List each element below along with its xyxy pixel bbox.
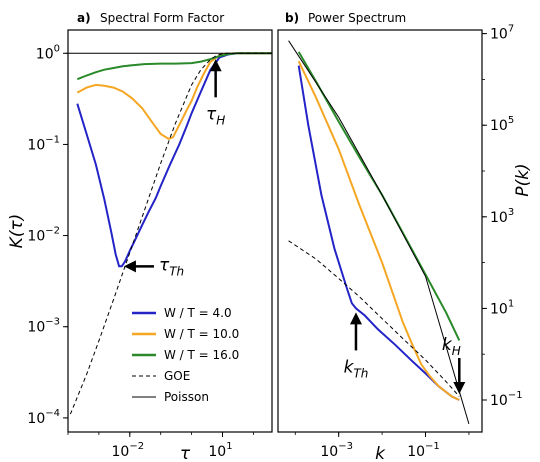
- panel-b-ylabel: P(k): [513, 163, 533, 196]
- panel-a-ytick-label: 10−1: [27, 134, 60, 153]
- legend-label-2: W / T = 16.0: [164, 348, 239, 362]
- panel-a-xtick-label: 101: [208, 441, 232, 460]
- panel-a-letter: a): [77, 11, 91, 25]
- panel-a-ytick-label: 10−3: [27, 317, 60, 336]
- panel-a-series-2-line: [76, 52, 272, 81]
- panel-b-annotation-0-arrowhead: [349, 312, 362, 325]
- panel-b-series-3-line: [288, 240, 460, 397]
- legend-label-1: W / T = 10.0: [164, 327, 239, 341]
- panel-b-ytick-label: 103: [490, 207, 514, 226]
- panel-b-ytick-label: 105: [490, 115, 514, 134]
- panel-a-title: Spectral Form Factor: [100, 11, 224, 25]
- panel-a: a) Spectral Form Factor 10010−110−210−31…: [7, 11, 273, 462]
- panel-a-annotation-1-arrowhead: [209, 59, 222, 72]
- panel-b-annotations: kTh kH: [344, 312, 466, 394]
- panel-b-xlabel: k: [375, 444, 386, 462]
- panel-b-ytick-label: 107: [490, 24, 514, 43]
- panel-b-annotation-1-label: kH: [442, 335, 461, 358]
- panel-a-annotation-0-label: τTh: [159, 255, 184, 278]
- panel-a-xlabel: τ: [180, 444, 191, 462]
- panel-b-ticks: 107 105 103 101 10−1 10−3 10−1: [294, 24, 523, 460]
- panel-a-ytick-label: 10−2: [27, 226, 60, 245]
- panel-a-ytick-label: 10−4: [27, 408, 60, 427]
- panel-b-title: Power Spectrum: [308, 11, 406, 25]
- panel-a-ticks: 100 10−1 10−2 10−3 10−4 10−2 101: [27, 43, 254, 460]
- panel-b-ylabel-text: P(k): [513, 163, 533, 196]
- legend-label-4: Poisson: [164, 390, 209, 404]
- panel-b-series-1-line: [297, 60, 460, 401]
- panel-a-series-1-line: [76, 52, 272, 141]
- panel-a-ylabel: K(τ): [7, 214, 27, 249]
- panel-a-ylabel-text: K(τ): [7, 214, 27, 249]
- panel-b-annotation-0-label: kTh: [344, 357, 369, 380]
- panel-a-xtick-label: 10−2: [112, 441, 145, 460]
- panel-b-ytick-label: 101: [490, 298, 514, 317]
- panel-b-series-4-line: [288, 40, 470, 425]
- panel-b-xtick-label: 10−3: [320, 441, 353, 460]
- panel-b-ytick-label: 10−1: [490, 390, 523, 409]
- panel-a-annotations: τTh τH: [123, 59, 225, 278]
- panel-b-series-0-line: [297, 65, 460, 401]
- panel-b-series: [288, 40, 470, 425]
- panel-a-annotation-1-label: τH: [206, 104, 225, 127]
- panel-b-letter: b): [285, 11, 299, 25]
- panel-a-series: [68, 52, 272, 415]
- panel-a-frame: [67, 29, 273, 433]
- panel-b-annotation-1-arrowhead: [453, 381, 466, 394]
- panel-b-xtick-label: 10−1: [407, 441, 440, 460]
- legend: W / T = 4.0 W / T = 10.0 W / T = 16.0 GOE Po…: [132, 306, 239, 404]
- panel-a-annotation-0-arrowhead: [123, 260, 136, 273]
- panel-b-series-2-line: [297, 51, 461, 341]
- legend-label-3: GOE: [164, 369, 190, 383]
- panel-b-frame: [277, 29, 483, 433]
- legend-label-0: W / T = 4.0: [164, 306, 232, 320]
- panel-a-ytick-label: 100: [36, 43, 60, 62]
